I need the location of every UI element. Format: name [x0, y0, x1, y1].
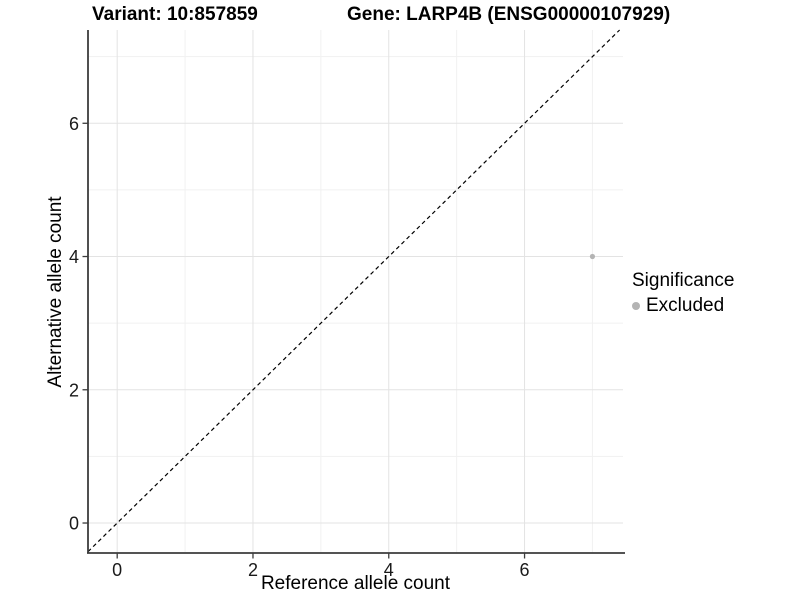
plot-title-gene: Gene: LARP4B (ENSG00000107929) [347, 4, 671, 25]
x-tick-label: 2 [248, 560, 258, 580]
legend-point-marker-icon [632, 302, 640, 310]
x-tick-label: 6 [520, 560, 530, 580]
legend-item-excluded: Excluded [632, 295, 734, 317]
identity-line [87, 29, 621, 553]
legend: Significance Excluded [632, 270, 734, 317]
y-tick-label: 2 [69, 380, 79, 400]
legend-item-label: Excluded [646, 295, 725, 316]
y-tick-label: 6 [69, 114, 79, 134]
plot-title-variant: Variant: 10:857859 [92, 4, 258, 25]
x-axis-title: Reference allele count [260, 573, 451, 594]
y-axis-title: Alternative allele count [45, 196, 66, 388]
data-point [589, 253, 596, 260]
x-tick-label: 4 [384, 560, 394, 580]
y-tick-label: 4 [69, 247, 79, 267]
x-tick-label: 0 [112, 560, 122, 580]
y-tick-label: 0 [69, 514, 79, 534]
legend-title: Significance [632, 270, 735, 291]
